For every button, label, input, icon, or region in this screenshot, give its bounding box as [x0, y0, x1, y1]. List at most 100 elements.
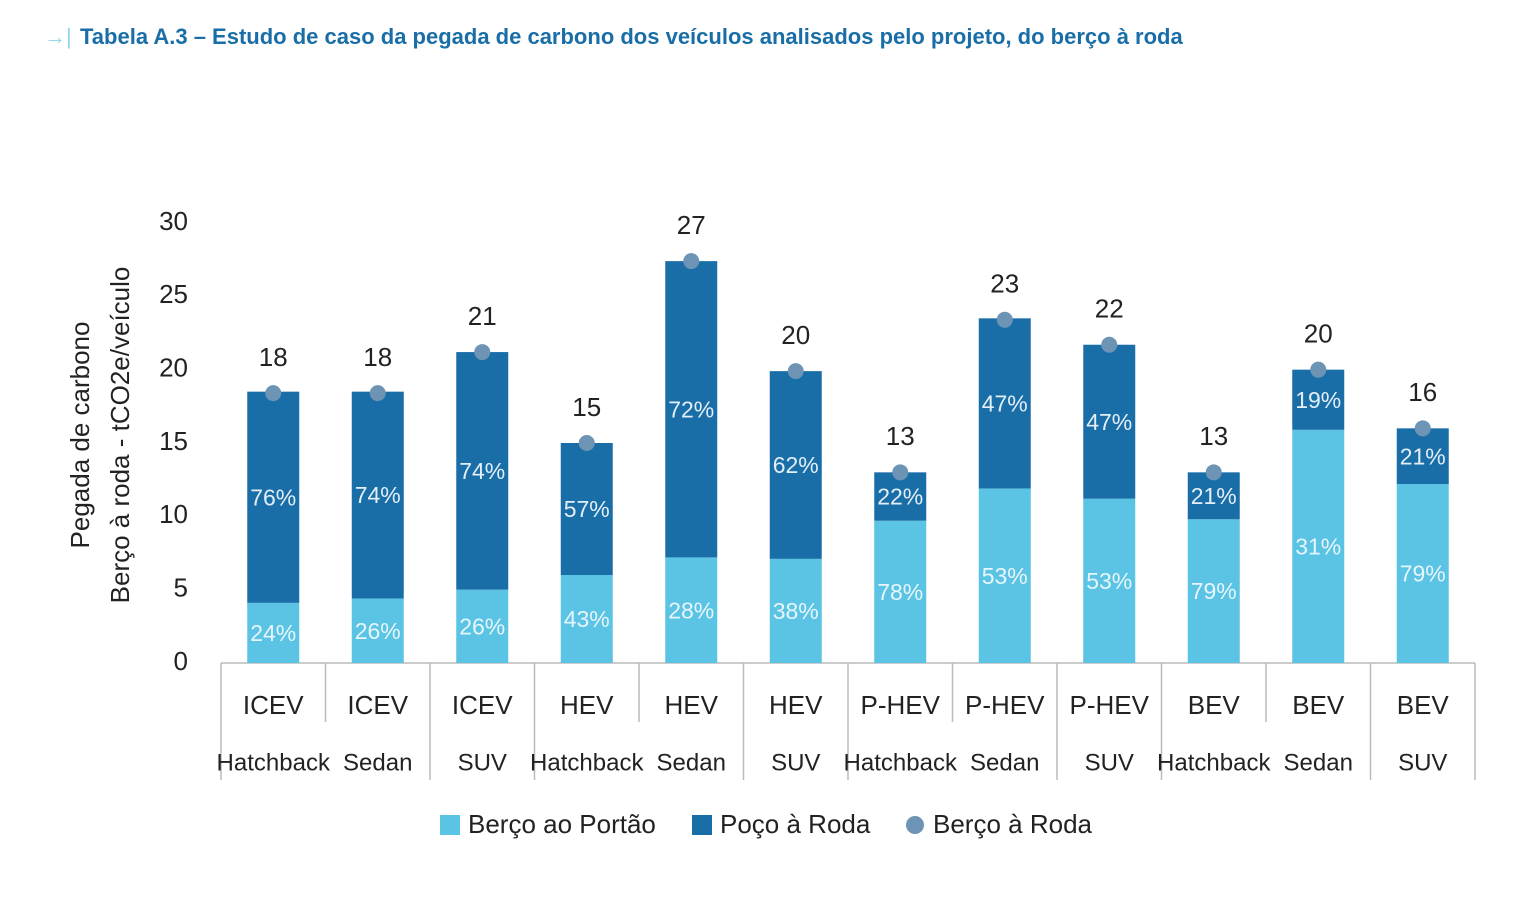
total-label: 20	[1304, 319, 1333, 349]
y-tick-label: 0	[174, 646, 188, 676]
bar-segment	[456, 352, 509, 590]
share-label: 72%	[668, 396, 714, 422]
x-tick-label: P-HEV	[1070, 690, 1150, 720]
x-subcategory-label: Hatchback	[844, 749, 958, 776]
x-tick-label: BEV	[1188, 690, 1241, 720]
share-label: 53%	[1086, 568, 1132, 594]
total-dot	[1101, 336, 1118, 353]
bar-segment	[1187, 519, 1240, 663]
bar-segment	[1396, 484, 1449, 663]
total-dot	[1205, 464, 1222, 481]
x-subcategory-label: Sedan	[1284, 749, 1353, 776]
total-label: 18	[363, 342, 392, 372]
y-tick-label: 25	[159, 279, 188, 309]
y-axis-title: Pegada de carbono	[65, 322, 95, 549]
share-label: 47%	[982, 390, 1028, 416]
y-tick-label: 15	[159, 426, 188, 456]
share-label: 79%	[1191, 578, 1237, 604]
total-dot	[683, 253, 700, 270]
share-label: 74%	[355, 482, 401, 508]
bar-segment	[1083, 498, 1136, 663]
x-tick-label: P-HEV	[861, 690, 941, 720]
share-label: 19%	[1295, 387, 1341, 413]
share-label: 74%	[459, 458, 505, 484]
share-label: 26%	[459, 613, 505, 639]
total-dot	[892, 464, 909, 481]
y-tick-label: 20	[159, 353, 188, 383]
total-label: 13	[886, 421, 915, 451]
total-dot	[474, 344, 491, 361]
legend-marker	[906, 816, 924, 834]
x-subcategory-label: Hatchback	[217, 749, 331, 776]
share-label: 57%	[564, 496, 610, 522]
total-dot	[996, 311, 1013, 328]
share-label: 79%	[1400, 561, 1446, 587]
x-tick-label: BEV	[1397, 690, 1450, 720]
bar-segment	[351, 391, 404, 599]
share-label: 76%	[250, 484, 296, 510]
bar-segment	[769, 558, 822, 663]
total-label: 18	[259, 342, 288, 372]
caption: Tabela A.3 – Estudo de caso da pegada de…	[80, 24, 1183, 49]
y-tick-label: 5	[174, 573, 188, 603]
caption-icon: →|	[44, 24, 72, 49]
y-tick-label: 10	[159, 499, 188, 529]
total-dot	[1310, 361, 1327, 378]
x-tick-label: ICEV	[243, 690, 304, 720]
bar-segment	[665, 261, 718, 558]
total-dot	[787, 363, 804, 380]
bar-segment	[1292, 429, 1345, 663]
bar-segment	[769, 371, 822, 559]
bar-segment	[874, 472, 927, 521]
total-label: 16	[1408, 377, 1437, 407]
x-subcategory-label: Sedan	[657, 749, 726, 776]
x-subcategory-label: SUV	[1398, 749, 1447, 776]
legend-label: Poço à Roda	[720, 809, 871, 839]
share-label: 21%	[1400, 443, 1446, 469]
share-label: 62%	[773, 452, 819, 478]
x-tick-label: HEV	[665, 690, 719, 720]
total-dot	[369, 385, 386, 402]
total-label: 15	[572, 392, 601, 422]
share-label: 38%	[773, 598, 819, 624]
y-axis-title: Berço à roda - tCO2e/veículo	[105, 267, 135, 604]
x-subcategory-label: Hatchback	[530, 749, 644, 776]
bar-segment	[560, 575, 613, 663]
bar-segment	[1083, 344, 1136, 499]
bar-segment	[1292, 369, 1345, 430]
bar-segment	[665, 557, 718, 663]
share-label: 28%	[668, 597, 714, 623]
share-label: 53%	[982, 563, 1028, 589]
x-tick-label: ICEV	[452, 690, 513, 720]
share-label: 43%	[564, 606, 610, 632]
share-label: 31%	[1295, 533, 1341, 559]
x-subcategory-label: SUV	[1085, 749, 1134, 776]
x-subcategory-label: Hatchback	[1157, 749, 1271, 776]
legend-marker	[440, 815, 460, 835]
x-subcategory-label: Sedan	[970, 749, 1039, 776]
total-label: 27	[677, 210, 706, 240]
bar-segment	[247, 602, 300, 663]
share-label: 24%	[250, 620, 296, 646]
share-label: 26%	[355, 618, 401, 644]
bar-segment	[1396, 428, 1449, 485]
bar-segment	[247, 391, 300, 603]
total-dot	[578, 435, 595, 451]
x-subcategory-label: SUV	[458, 749, 507, 776]
bar-segment	[978, 488, 1031, 663]
x-tick-label: P-HEV	[965, 690, 1045, 720]
legend-label: Berço à Roda	[933, 809, 1093, 839]
bar-segment	[351, 598, 404, 663]
y-tick-label: 30	[159, 206, 188, 236]
x-tick-label: HEV	[560, 690, 614, 720]
bar-segment	[560, 443, 613, 575]
x-tick-label: ICEV	[347, 690, 408, 720]
bar-segment	[874, 520, 927, 663]
total-label: 21	[468, 301, 497, 331]
share-label: 47%	[1086, 409, 1132, 435]
share-label: 21%	[1191, 483, 1237, 509]
total-label: 20	[781, 320, 810, 350]
x-subcategory-label: SUV	[771, 749, 820, 776]
